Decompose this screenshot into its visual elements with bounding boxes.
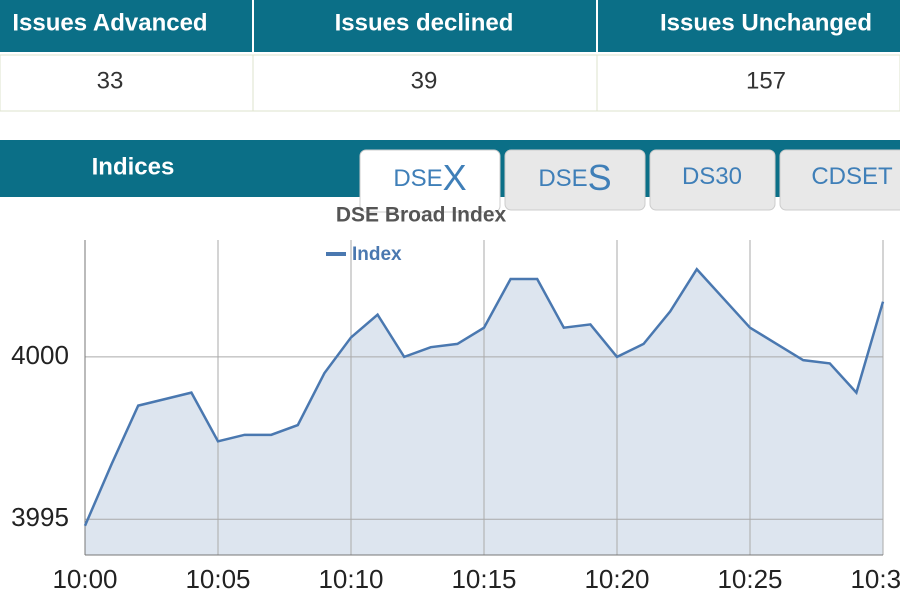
x-tick-label: 10:00 — [52, 564, 117, 594]
tab-label[interactable]: DSE — [538, 165, 587, 192]
tab-label[interactable]: DSEX — [393, 157, 466, 198]
x-tick-label: 10:10 — [318, 564, 383, 594]
section-title: Indices — [92, 153, 175, 180]
tab-label[interactable]: X — [443, 157, 467, 198]
x-tick-label: 10:15 — [451, 564, 516, 594]
y-tick-label: 3995 — [11, 502, 69, 532]
table-row — [0, 54, 900, 112]
table-header — [0, 0, 900, 52]
line — [83, 267, 885, 527]
tab[interactable] — [359, 149, 501, 213]
value-cell: 39 — [411, 67, 438, 94]
y-tick-label: 4000 — [11, 340, 69, 370]
chart-title: DSE Broad Index — [336, 204, 507, 227]
tab-label[interactable]: CDSET — [811, 163, 893, 190]
x-tick-label: 10:20 — [584, 564, 649, 594]
header-cell: Issues declined — [335, 9, 514, 36]
x-tick-label: 10:25 — [717, 564, 782, 594]
tab-label[interactable]: DS30 — [682, 163, 742, 190]
x-tick-label: 10:05 — [185, 564, 250, 594]
tab[interactable] — [779, 149, 900, 211]
value-cell: 33 — [97, 67, 124, 94]
tab-label[interactable]: CDSET — [811, 163, 893, 190]
x-tick-label: 10:30 — [850, 564, 900, 594]
legend-label: Index — [352, 244, 402, 265]
tab-label[interactable]: DS30 — [682, 163, 742, 190]
tab[interactable] — [649, 149, 776, 211]
tab-label[interactable]: S — [588, 157, 612, 198]
header-cell: Issues Unchanged — [660, 9, 872, 36]
tab[interactable] — [504, 149, 646, 211]
header-cell: Issues Advanced — [12, 9, 207, 36]
tab-label[interactable]: DSES — [538, 157, 611, 198]
tab-label[interactable]: DSE — [393, 165, 442, 192]
value-cell: 157 — [746, 67, 786, 94]
